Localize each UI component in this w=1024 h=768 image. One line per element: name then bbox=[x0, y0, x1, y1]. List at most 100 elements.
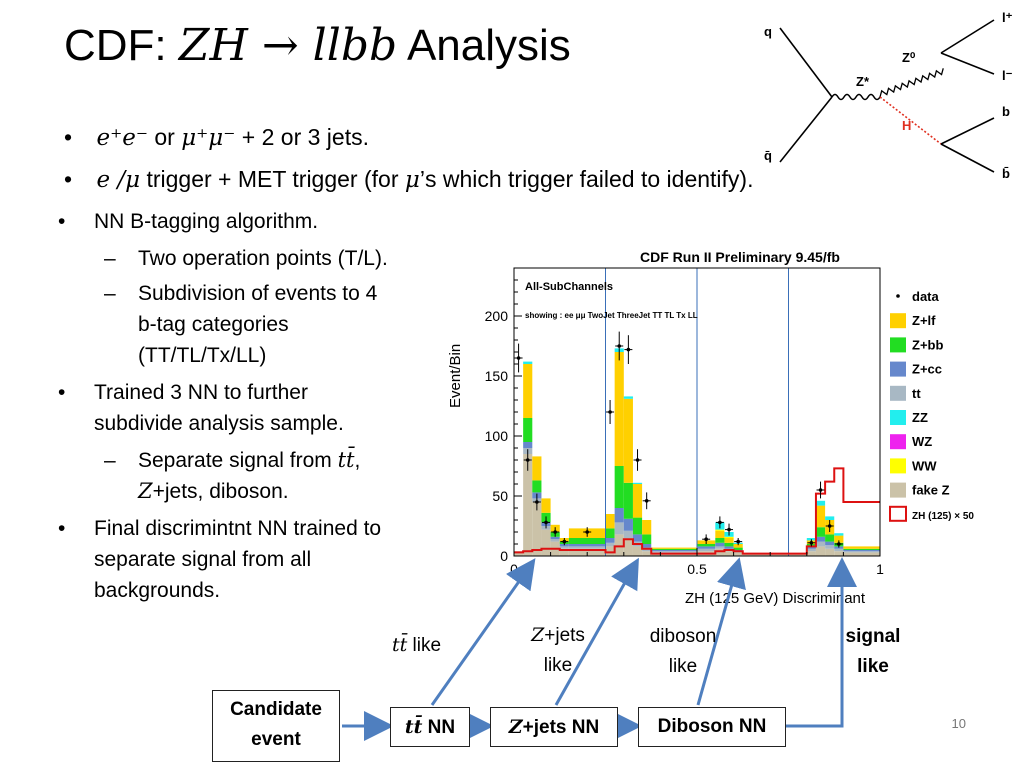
bullet2-text1: trigger + MET trigger (for bbox=[140, 166, 405, 192]
stack-bar-zbb bbox=[815, 527, 826, 537]
stack-bar-tt bbox=[568, 546, 606, 549]
data-marker bbox=[544, 520, 548, 525]
y-tick-label: 0 bbox=[500, 548, 508, 564]
stack-bar-zbb bbox=[825, 534, 835, 542]
stack-bar-tt bbox=[843, 551, 880, 553]
stack-bar-fakez bbox=[742, 553, 789, 556]
arrow-diboson-like bbox=[696, 557, 746, 706]
legend-swatch bbox=[890, 458, 906, 474]
stack-bar-zlf bbox=[651, 547, 697, 549]
stack-bar-zlf bbox=[605, 514, 615, 529]
stack-bar-tt bbox=[550, 539, 560, 542]
bullet2-math2: μ bbox=[404, 167, 420, 193]
stack-bar-fakez bbox=[733, 552, 743, 556]
stack-bar-zbb bbox=[715, 538, 725, 543]
stack-bar-zcc bbox=[806, 546, 816, 549]
stack-bar-zcc bbox=[550, 536, 560, 540]
stack-bar-fakez bbox=[514, 551, 524, 556]
stack-bar-zcc bbox=[642, 544, 652, 548]
stack-bar-fakez bbox=[523, 454, 533, 556]
stack-bar-zcc bbox=[825, 541, 835, 546]
lminus-label: l⁻ bbox=[1002, 68, 1013, 83]
stack-bar-ww bbox=[724, 536, 734, 538]
b-line bbox=[940, 117, 995, 145]
stack-bar-zbb bbox=[632, 517, 643, 535]
stack-bar-zlf bbox=[541, 498, 551, 513]
list-item: • Final discrimintnt NN trained to separa… bbox=[58, 517, 382, 602]
feynman-diagram: q q̄ Z* Z⁰ H l⁺ l⁻ b b̄ bbox=[764, 10, 1013, 181]
legend-swatch bbox=[890, 313, 906, 329]
legend-label: Z+cc bbox=[912, 362, 942, 377]
diboson-nn-box: Diboson NN bbox=[638, 707, 786, 747]
data-marker bbox=[809, 541, 814, 545]
stack-bar-zlf bbox=[724, 538, 734, 543]
stack-bar-zbb bbox=[532, 480, 542, 493]
b-label: b bbox=[1002, 104, 1010, 119]
data-point bbox=[514, 343, 523, 373]
chart-legend: data Z+lf Z+bb Z+cc tt ZZ WZ WW fake Z ZH (125) ×… bbox=[889, 289, 974, 522]
stack-bar-zlf bbox=[715, 530, 725, 538]
y-tick-label: 100 bbox=[485, 428, 509, 444]
legend-swatch bbox=[890, 410, 906, 425]
stack-bar-fakez bbox=[843, 552, 880, 556]
title-suffix: Analysis bbox=[397, 21, 571, 70]
chart-title: CDF Run II Preliminary 9.45/fb bbox=[640, 249, 840, 265]
stack-bar-tt bbox=[715, 546, 725, 549]
bullet2-math1: e /μ bbox=[96, 167, 141, 193]
stack-bar-zbb bbox=[642, 534, 652, 544]
arrow-tt-like bbox=[430, 558, 536, 706]
y-tick-label: 50 bbox=[492, 488, 508, 504]
y-tick-label: 200 bbox=[485, 308, 509, 324]
list-item: • Trained 3 NN to further subdivide analy… bbox=[58, 381, 344, 435]
list-item-text: Trained 3 NN to further subdivide analys… bbox=[94, 381, 344, 435]
stack-bar-zcc bbox=[605, 538, 615, 543]
legend-label: ZZ bbox=[912, 410, 928, 425]
q-label: q bbox=[764, 24, 772, 39]
stack-bar-tt bbox=[834, 548, 844, 552]
title-math: ZH → llbb bbox=[178, 20, 398, 71]
top-bullet-2: • e /μ trigger + MET trigger (for μ’s wh… bbox=[64, 166, 753, 193]
bullet1-math1: e⁺e⁻ bbox=[96, 125, 148, 151]
legend-label: WZ bbox=[912, 434, 932, 449]
data-marker bbox=[718, 520, 722, 525]
bullet1-text2: + 2 or 3 jets. bbox=[235, 124, 369, 150]
data-point bbox=[807, 539, 816, 547]
data-point bbox=[615, 331, 624, 361]
stack-bar-fakez bbox=[632, 546, 643, 556]
legend-swatch bbox=[890, 337, 906, 353]
left-list: • NN B-tagging algorithm. – Two operation … bbox=[58, 206, 393, 606]
x-tick-label: 0.5 bbox=[687, 561, 707, 577]
legend-label: data bbox=[912, 289, 940, 304]
data-point bbox=[642, 492, 651, 510]
stack-bar-fakez bbox=[541, 529, 551, 556]
qbar-label: q̄ bbox=[764, 148, 772, 163]
stack-bar-fakez bbox=[815, 546, 826, 556]
signal-histogram bbox=[514, 467, 880, 555]
data-marker bbox=[704, 537, 708, 541]
slide-title: CDF: ZH → llbb Analysis bbox=[64, 20, 571, 71]
stack-bar-zz bbox=[632, 482, 643, 484]
stack-bar-fakez bbox=[623, 538, 633, 556]
data-point bbox=[702, 534, 711, 544]
stack-bar-zlf bbox=[834, 535, 844, 543]
tt-like-label: tt̄ like bbox=[392, 634, 442, 656]
stack-bar-zcc bbox=[697, 546, 716, 549]
stack-bar-tt bbox=[559, 546, 569, 549]
zjets-like-label: Z+jets like bbox=[531, 624, 585, 676]
data-point bbox=[551, 527, 560, 537]
data-marker bbox=[525, 458, 530, 462]
data-marker bbox=[608, 410, 612, 414]
chart-subtitle-2: showing : ee μμ TwoJet ThreeJet TT TL Tx… bbox=[525, 311, 698, 320]
bbar-line bbox=[940, 143, 995, 173]
legend-label: fake Z bbox=[912, 483, 950, 498]
data-marker bbox=[635, 458, 640, 462]
stack-bar-zlf bbox=[614, 352, 624, 466]
legend-label: tt bbox=[912, 386, 921, 401]
y-tick-label: 150 bbox=[485, 368, 509, 384]
data-marker bbox=[626, 347, 631, 352]
stack-bar-zz bbox=[523, 361, 533, 364]
stack-bar-fakez bbox=[532, 502, 542, 556]
legend-swatch bbox=[890, 434, 906, 450]
stack-bar-zbb bbox=[568, 538, 606, 544]
lepton-plus-line bbox=[940, 19, 995, 54]
